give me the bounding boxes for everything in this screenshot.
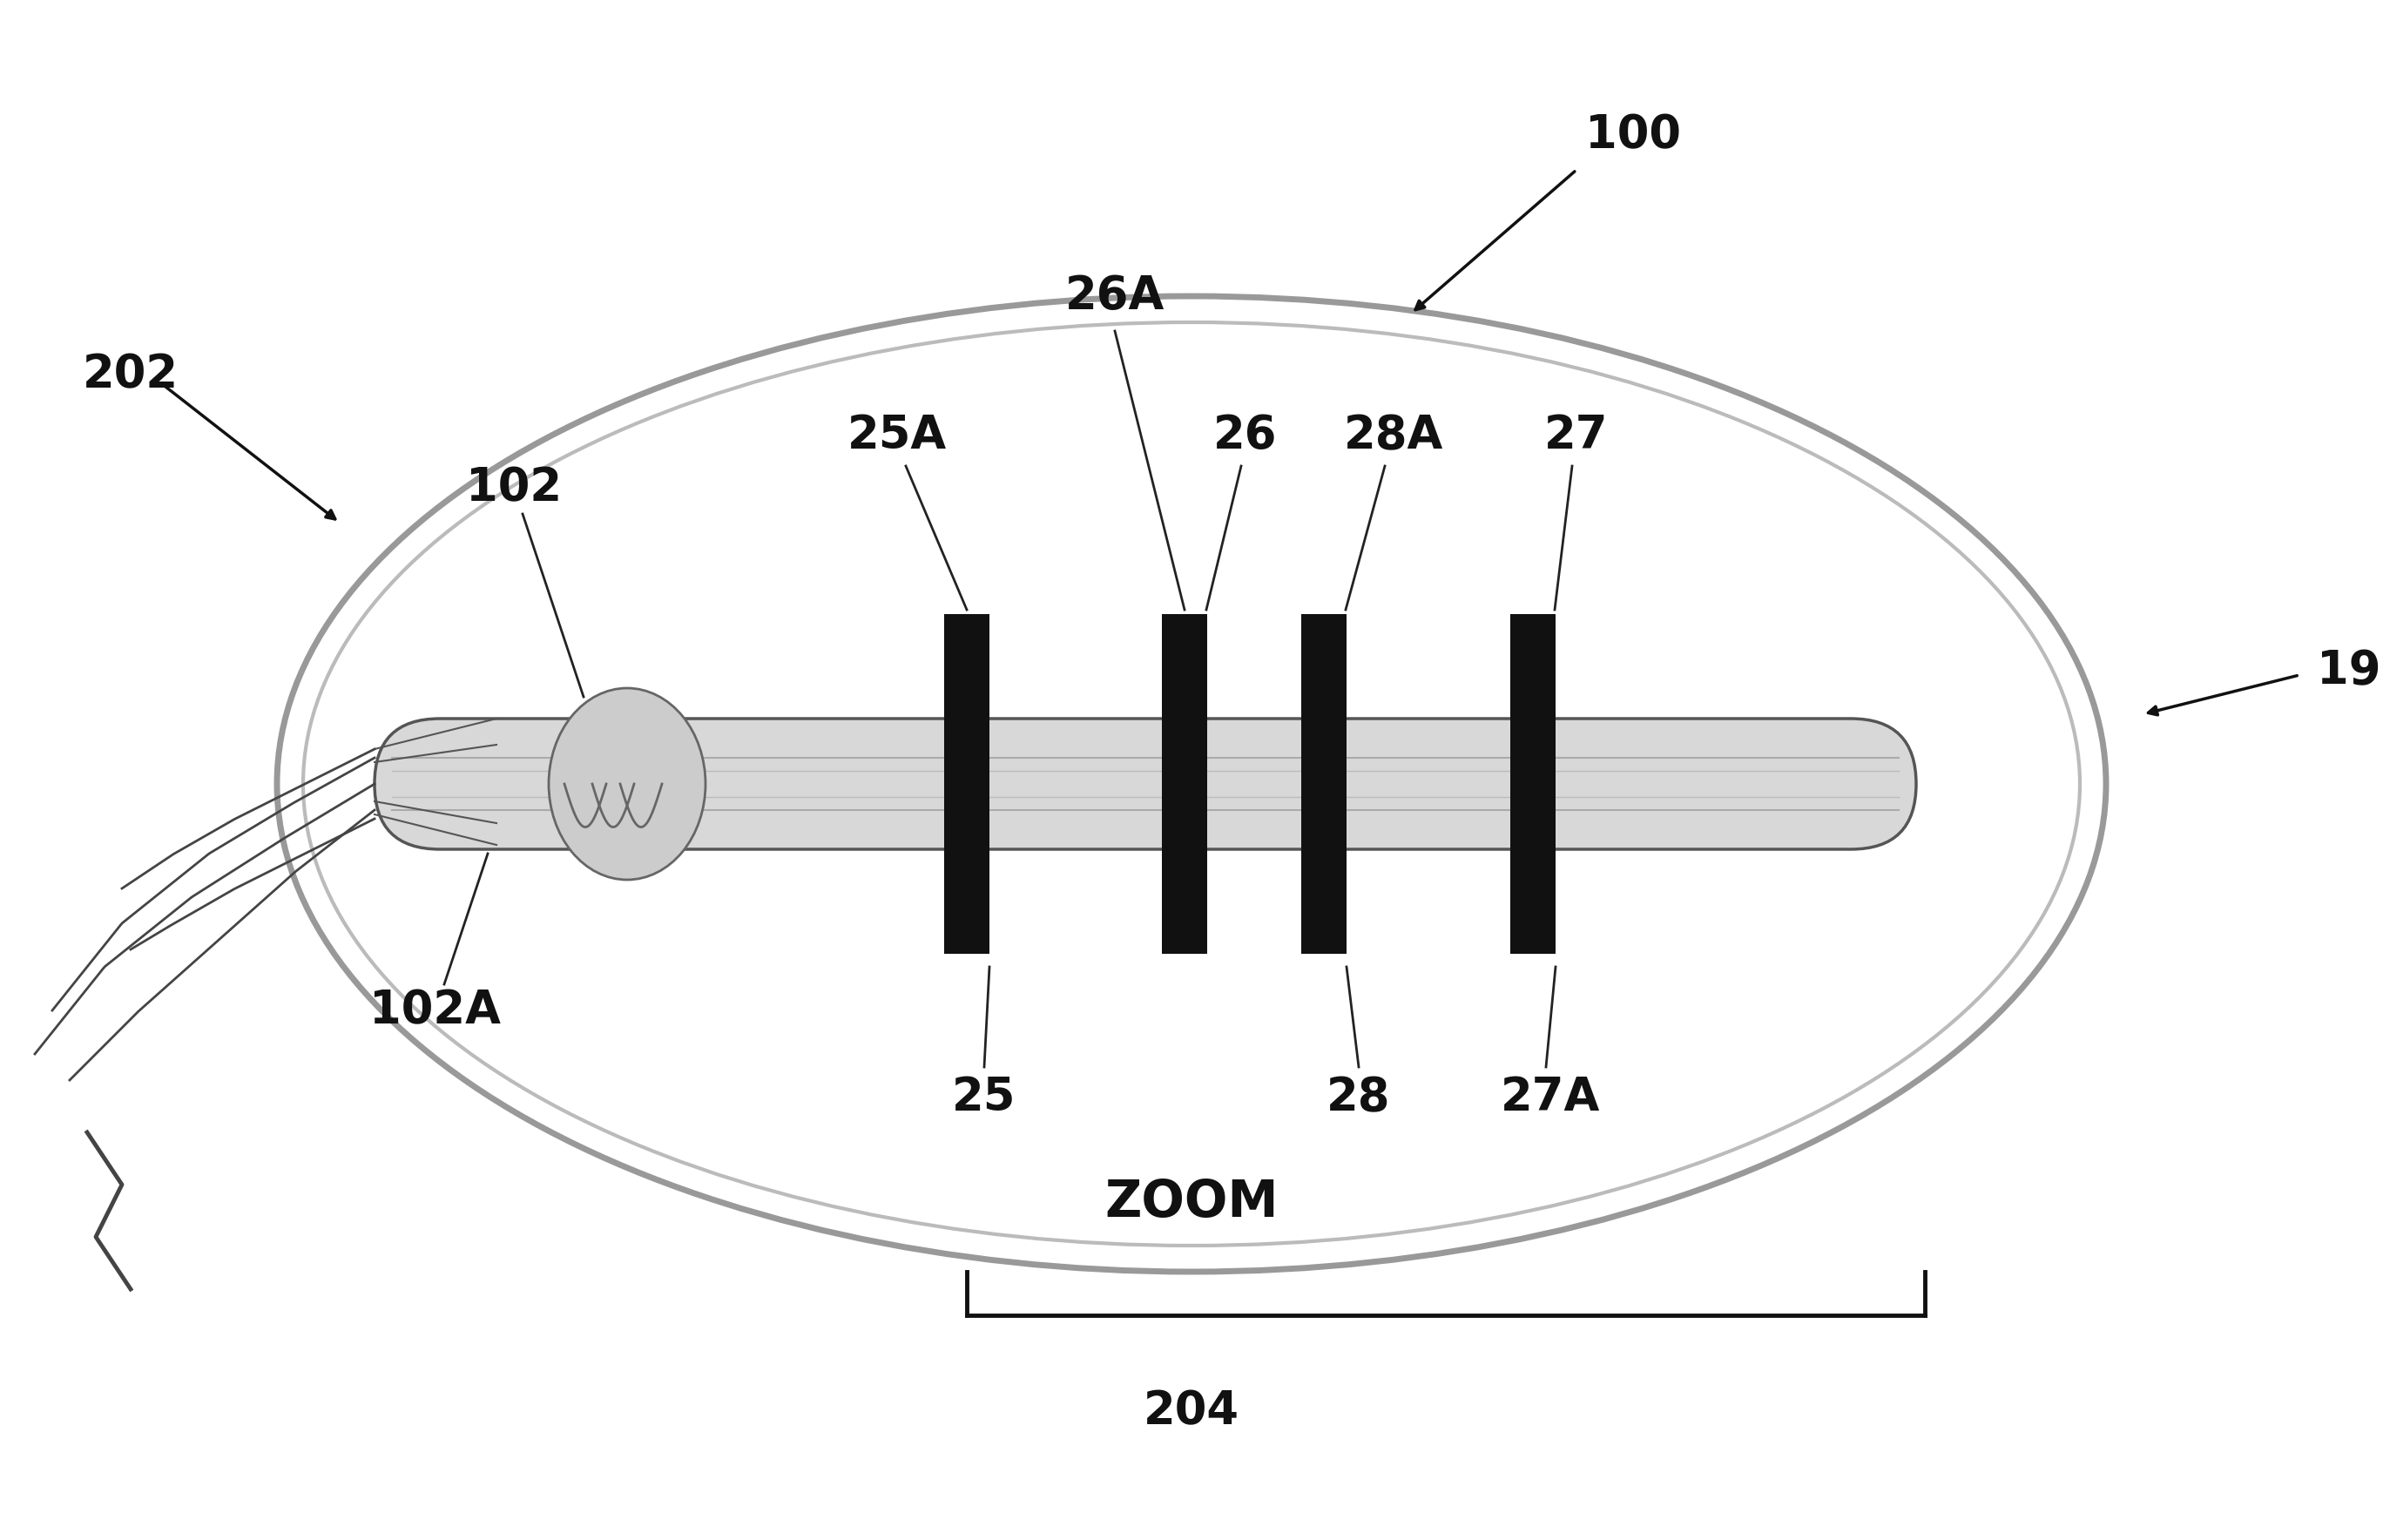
FancyBboxPatch shape — [374, 719, 1916, 849]
Text: 27A: 27A — [1501, 1075, 1599, 1120]
Text: ZOOM: ZOOM — [1106, 1177, 1277, 1227]
Ellipse shape — [548, 688, 705, 879]
Bar — [1301, 614, 1346, 953]
Text: 202: 202 — [83, 353, 179, 397]
Text: 102: 102 — [467, 465, 562, 510]
Bar — [1511, 614, 1556, 953]
Bar — [944, 614, 989, 953]
Text: 25A: 25A — [848, 413, 946, 459]
Text: 26A: 26A — [1065, 274, 1165, 319]
Text: 204: 204 — [1144, 1389, 1239, 1434]
Text: 25: 25 — [953, 1075, 1015, 1120]
Text: 100: 100 — [1585, 112, 1680, 157]
Bar — [1163, 614, 1208, 953]
Text: 26: 26 — [1213, 413, 1277, 459]
Text: 28: 28 — [1327, 1075, 1392, 1120]
Text: 102A: 102A — [369, 987, 500, 1033]
Text: 27: 27 — [1544, 413, 1609, 459]
Text: 28A: 28A — [1344, 413, 1444, 459]
Text: 19: 19 — [2316, 648, 2381, 693]
